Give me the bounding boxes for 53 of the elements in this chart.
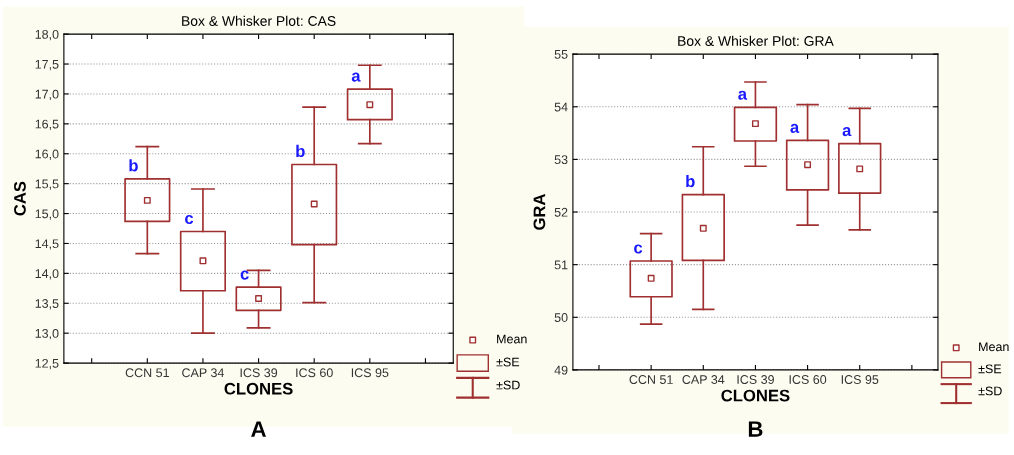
text: ±SD xyxy=(496,380,520,390)
y-tick-label: 50 xyxy=(554,313,568,322)
y-tick-label: 18,0 xyxy=(35,29,59,41)
y-tick-label: 51 xyxy=(554,260,568,270)
y-tick-label: 17,0 xyxy=(35,89,59,101)
annotation: b xyxy=(686,174,695,188)
y-tick-label: 55 xyxy=(554,50,568,59)
y-tick-label: 13,5 xyxy=(35,299,59,310)
y-tick-label: 13,0 xyxy=(35,328,59,340)
annotation: c xyxy=(634,244,643,254)
x-tick-label: CCN 51 xyxy=(125,368,169,378)
x-tick-label: ICS 60 xyxy=(296,368,333,378)
text: ±SD xyxy=(978,386,1002,396)
x-tick-label: ICS 95 xyxy=(841,375,879,384)
y-tick-label: 14,5 xyxy=(35,239,59,250)
text: A xyxy=(251,421,267,437)
text: B xyxy=(748,421,763,437)
x-tick-label: ICS 39 xyxy=(737,375,774,384)
x-axis-title: CLONES xyxy=(721,389,790,402)
x-tick-label: CAP 34 xyxy=(182,368,225,378)
x-tick-label: CCN 51 xyxy=(629,375,673,384)
annotation: b xyxy=(129,159,138,172)
y-tick-label: 12,5 xyxy=(35,358,59,370)
chart-title: Box & Whisker Plot: CAS xyxy=(182,15,336,26)
chart-title: Box & Whisker Plot: GRA xyxy=(678,35,834,46)
annotation: b xyxy=(296,144,305,158)
annotation: c xyxy=(240,270,249,280)
text: ±SE xyxy=(978,364,1002,374)
annotation: c xyxy=(185,214,194,225)
annotation: a xyxy=(842,127,852,137)
x-tick-label: ICS 60 xyxy=(789,375,827,384)
y-tick-label: 49 xyxy=(554,365,568,375)
annotation: a xyxy=(790,123,800,133)
x-tick-label: CAP 34 xyxy=(682,375,725,384)
y-tick-label: 54 xyxy=(554,102,568,112)
y-tick-label: 15,5 xyxy=(35,179,59,190)
y-tick-label: 16,5 xyxy=(35,119,59,130)
y-tick-label: 15,0 xyxy=(35,209,59,220)
y-tick-label: 53 xyxy=(554,155,568,165)
text: ±SE xyxy=(496,357,520,367)
x-tick-label: ICS 95 xyxy=(351,368,389,378)
annotation: a xyxy=(351,72,361,82)
y-axis-title: CAS xyxy=(14,181,26,216)
y-tick-label: 14,0 xyxy=(35,269,59,280)
y-tick-label: 17,5 xyxy=(35,59,59,71)
annotation: a xyxy=(738,90,748,100)
x-tick-label: ICS 39 xyxy=(240,368,278,378)
y-axis-title: GRA xyxy=(533,193,546,230)
y-tick-label: 16,0 xyxy=(35,149,59,160)
text: Mean xyxy=(979,342,1009,352)
x-axis-title: CLONES xyxy=(224,382,293,395)
y-tick-label: 52 xyxy=(554,207,568,217)
text: Mean xyxy=(497,334,527,344)
